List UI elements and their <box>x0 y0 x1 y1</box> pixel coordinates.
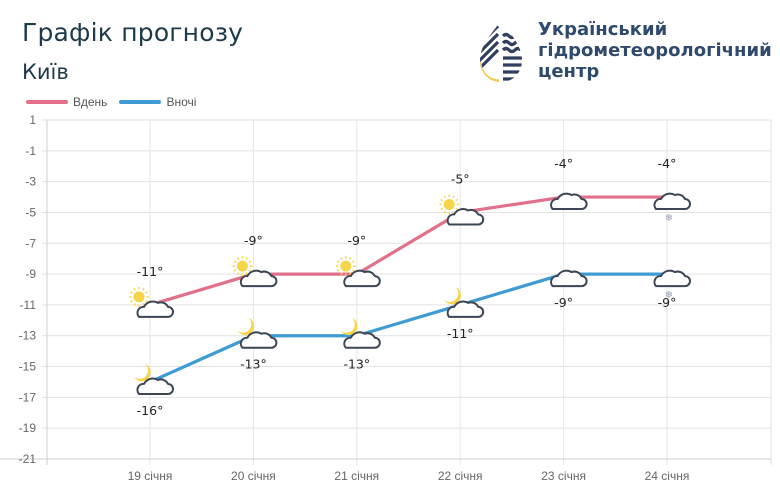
day-swatch <box>26 100 68 104</box>
y-tick-label: -19 <box>19 421 37 435</box>
y-tick-label: 1 <box>29 113 36 127</box>
y-tick-label: -13 <box>19 329 37 343</box>
y-axis: 1 -1 -3 -5 -7 -9 -11 -13 -15 -17 -19 -21 <box>19 113 37 466</box>
x-tick-label: 19 січня <box>128 469 173 483</box>
org-line-1: Український <box>538 19 668 40</box>
legend-item-night[interactable]: Вночі <box>119 95 196 109</box>
x-tick-label: 22 січня <box>438 469 483 483</box>
moon-cloud-icon <box>444 286 485 318</box>
x-axis: 19 січня 20 січня 21 січня 22 січня 23 січня… <box>128 469 690 483</box>
y-tick-label: -21 <box>19 452 37 466</box>
day-temp-label: -5° <box>451 171 470 186</box>
temperature-labels: -11° -9° -9° -5° -4° -4° -16° -13° -13° -11° -9° -9… <box>137 156 677 418</box>
sun-cloud-icon <box>129 286 174 318</box>
night-line <box>149 272 667 384</box>
night-temp-label: -9° <box>658 295 677 310</box>
x-tick-label: 20 січня <box>231 469 276 483</box>
day-line <box>149 195 667 307</box>
moon-cloud-icon <box>340 317 381 349</box>
day-temp-label: -9° <box>244 233 263 248</box>
y-tick-label: -7 <box>25 236 36 250</box>
sun-cloud-icon <box>335 256 381 288</box>
y-tick-label: -5 <box>25 205 36 219</box>
chart-legend: Вдень Вночі <box>26 95 208 109</box>
y-tick-label: -3 <box>25 175 36 189</box>
page-title: Графік прогнозу <box>22 18 244 47</box>
series-lines <box>149 195 667 384</box>
legend-label-night: Вночі <box>166 95 197 109</box>
cloud-icon <box>550 192 588 211</box>
x-tick-label: 21 січня <box>334 469 379 483</box>
sun-cloud-icon <box>439 194 485 226</box>
cloud-snow-icon: ❄ <box>653 192 691 224</box>
svg-text:❄: ❄ <box>665 290 673 301</box>
x-tick-label: 24 січня <box>645 469 690 483</box>
ukrhydromet-logo-icon <box>480 24 522 82</box>
city-name: Київ <box>22 60 69 84</box>
svg-text:❄: ❄ <box>665 213 673 224</box>
chart-grid <box>0 119 772 465</box>
y-tick-label: -17 <box>19 390 37 404</box>
night-swatch <box>119 100 162 104</box>
y-tick-label: -1 <box>25 144 36 158</box>
legend-item-day[interactable]: Вдень <box>26 95 107 109</box>
day-temp-label: -11° <box>137 264 164 279</box>
day-temp-label: -9° <box>347 233 366 248</box>
moon-cloud-icon <box>134 363 174 395</box>
cloud-snow-icon: ❄ <box>653 269 691 301</box>
weather-icons: ❄❄ <box>129 192 691 395</box>
organization-name: Український гідрометеорологічний центр <box>538 19 772 82</box>
y-tick-label: -9 <box>25 267 36 281</box>
org-line-3: центр <box>538 61 600 82</box>
night-temp-label: -13° <box>343 357 370 372</box>
y-tick-label: -11 <box>20 298 37 312</box>
sun-cloud-icon <box>232 256 278 288</box>
night-temp-label: -16° <box>137 403 164 418</box>
night-temp-label: -13° <box>240 357 267 372</box>
day-temp-label: -4° <box>658 156 677 171</box>
moon-cloud-icon <box>237 317 278 349</box>
night-temp-label: -9° <box>554 295 573 310</box>
cloud-icon <box>550 269 588 288</box>
legend-label-day: Вдень <box>73 95 108 109</box>
x-tick-label: 23 січня <box>541 469 586 483</box>
night-temp-label: -11° <box>447 326 474 341</box>
org-line-2: гідрометеорологічний <box>538 40 772 61</box>
day-temp-label: -4° <box>554 156 573 171</box>
y-tick-label: -15 <box>19 360 37 374</box>
